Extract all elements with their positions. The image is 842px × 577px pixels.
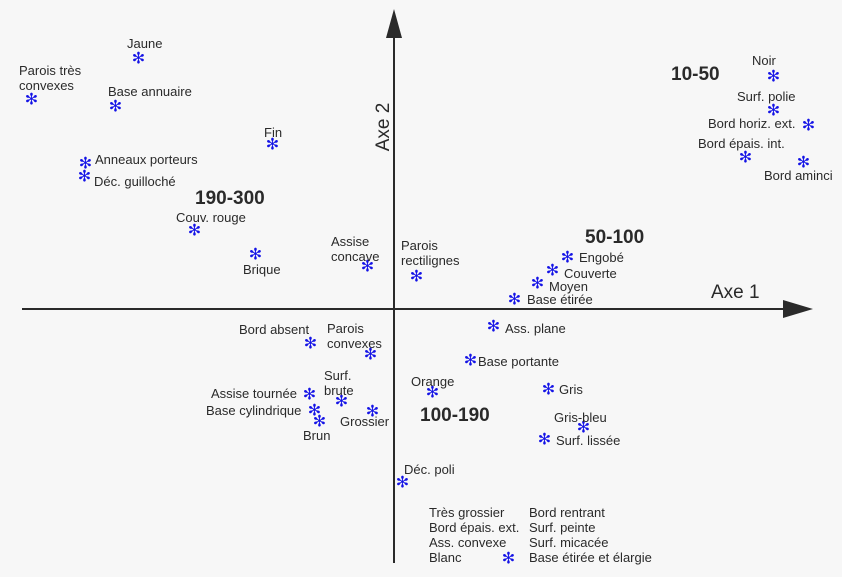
- point-label: Jaune: [127, 36, 163, 51]
- data-point-marker: ✻: [507, 289, 522, 309]
- point-label: Gris-bleu: [554, 410, 607, 425]
- point-label: Surf. lissée: [556, 433, 621, 448]
- x-axis-label: Axe 1: [711, 282, 760, 303]
- data-point-marker: ✻: [560, 247, 575, 267]
- group-label: 50-100: [585, 227, 645, 248]
- point-label: Parois très convexes: [19, 63, 82, 93]
- data-point-marker: ✻: [265, 134, 280, 154]
- data-point-marker: ✻: [302, 384, 317, 404]
- point-label: Surf. polie: [737, 89, 796, 104]
- point-label: Assise tournée: [211, 386, 297, 401]
- data-point-marker: ✻: [425, 382, 440, 402]
- data-point-marker: ✻: [738, 147, 753, 167]
- point-label: Très grossier Bord épais. ext. Ass. convex…: [429, 505, 520, 565]
- data-point-marker: ✻: [463, 350, 478, 370]
- point-label: Déc. guilloché: [94, 174, 176, 189]
- data-point-marker: ✻: [78, 153, 93, 173]
- data-point-marker: ✻: [501, 548, 516, 568]
- point-label: Base étirée: [527, 292, 593, 307]
- y-axis-label: Axe 2: [373, 102, 394, 152]
- point-label: Surf. brute: [324, 368, 354, 398]
- point-label: Base portante: [478, 354, 559, 369]
- x-axis-line: [22, 308, 784, 310]
- data-point-marker: ✻: [766, 66, 781, 86]
- point-label: Bord absent: [239, 322, 310, 337]
- data-point-marker: ✻: [360, 256, 375, 276]
- point-label: Parois rectilignes: [401, 238, 460, 268]
- point-label: Couv. rouge: [176, 210, 246, 225]
- data-point-marker: ✻: [796, 152, 811, 172]
- point-label: Engobé: [579, 250, 624, 265]
- data-point-marker: ✻: [303, 333, 318, 353]
- group-label: 10-50: [671, 64, 720, 85]
- point-label: Moyen: [549, 279, 589, 294]
- data-point-marker: ✻: [409, 266, 424, 286]
- data-point-marker: ✻: [307, 400, 322, 420]
- point-label: Ass. plane: [505, 321, 566, 336]
- data-point-marker: ✻: [530, 273, 545, 293]
- data-point-marker: ✻: [363, 344, 378, 364]
- point-label: Fin: [264, 125, 283, 140]
- point-label: Brun: [303, 428, 331, 443]
- point-label: Orange: [411, 374, 455, 389]
- point-label: Bord aminci: [764, 168, 833, 183]
- point-label: Brique: [243, 262, 281, 277]
- point-label: Noir: [752, 53, 776, 68]
- point-label: Grossier: [340, 414, 390, 429]
- data-point-marker: ✻: [312, 411, 327, 431]
- x-axis-arrowhead-icon: [783, 300, 813, 318]
- point-label: Base cylindrique: [206, 403, 302, 418]
- data-point-marker: ✻: [248, 244, 263, 264]
- point-label: Couverte: [564, 266, 617, 281]
- data-point-marker: ✻: [108, 96, 123, 116]
- data-point-marker: ✻: [545, 260, 560, 280]
- point-label: Parois convexes: [327, 321, 382, 351]
- point-label: Anneaux porteurs: [95, 152, 198, 167]
- point-label: Bord rentrant Surf. peinte Surf. micacée Ba…: [529, 505, 652, 565]
- point-label: Base annuaire: [108, 84, 192, 99]
- y-axis-arrowhead-icon: [386, 9, 402, 38]
- data-point-marker: ✻: [541, 379, 556, 399]
- data-point-marker: ✻: [766, 100, 781, 120]
- point-label: Bord horiz. ext.: [708, 116, 796, 131]
- point-label: Assise concave: [331, 234, 380, 264]
- point-label: Déc. poli: [404, 462, 455, 477]
- y-axis-line: [393, 34, 395, 563]
- data-point-marker: ✻: [365, 401, 380, 421]
- point-label: Bord épais. int.: [698, 136, 785, 151]
- data-point-marker: ✻: [537, 429, 552, 449]
- data-point-marker: ✻: [77, 166, 92, 186]
- group-label: 190-300: [195, 188, 265, 209]
- data-point-marker: ✻: [395, 472, 410, 492]
- data-point-marker: ✻: [187, 220, 202, 240]
- data-point-marker: ✻: [131, 48, 146, 68]
- group-label: 100-190: [420, 405, 490, 426]
- data-point-marker: ✻: [486, 316, 501, 336]
- point-label: Gris: [559, 382, 583, 397]
- data-point-marker: ✻: [334, 391, 349, 411]
- data-point-marker: ✻: [24, 89, 39, 109]
- data-point-marker: ✻: [576, 417, 591, 437]
- data-point-marker: ✻: [801, 115, 816, 135]
